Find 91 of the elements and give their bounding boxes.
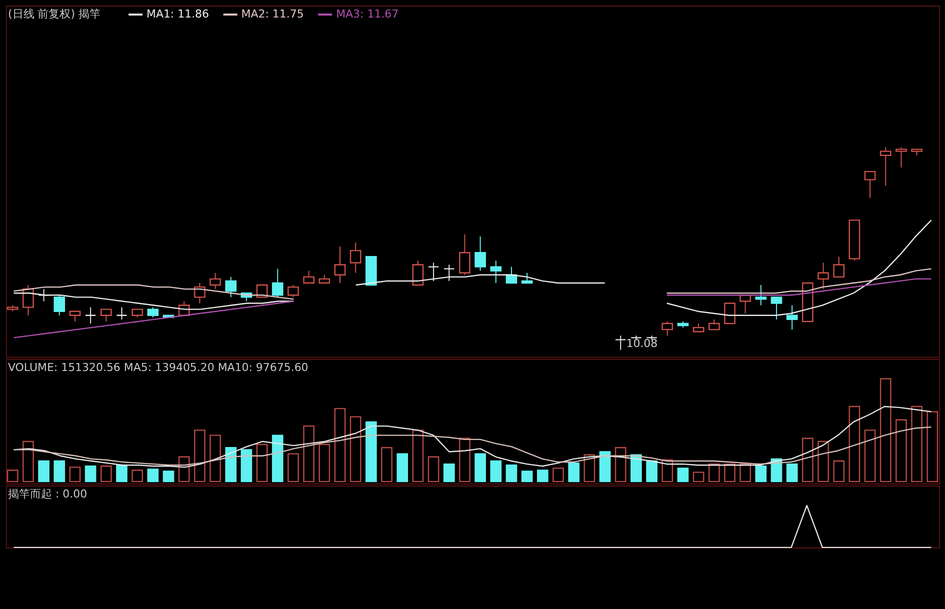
bar — [178, 456, 190, 482]
candlestick — [100, 308, 112, 322]
candlestick — [334, 246, 346, 284]
bar — [459, 438, 470, 482]
candlestick — [459, 234, 470, 276]
candlestick — [303, 270, 314, 284]
candlestick — [818, 262, 829, 290]
candlestick — [708, 318, 720, 330]
bar — [381, 447, 392, 482]
bar — [677, 468, 689, 482]
chart-title: 揭竿而起 : 0.00 — [8, 488, 88, 501]
bar — [740, 463, 751, 482]
candlestick — [210, 272, 221, 290]
candlestick — [350, 242, 362, 274]
candlestick — [755, 284, 767, 306]
candlestick — [614, 335, 626, 350]
candlestick — [288, 284, 299, 298]
bar — [54, 460, 66, 482]
chart-title: (日线 前复权) 揭竿 — [8, 8, 101, 21]
chart-title: VOLUME: 151320.56 MA5: 139405.20 MA10: 97675.60 — [8, 360, 308, 374]
bar — [896, 419, 907, 482]
candlestick — [724, 302, 736, 324]
bar — [662, 459, 674, 482]
candlestick — [786, 304, 798, 330]
candlestick — [833, 256, 845, 278]
bar — [396, 453, 408, 482]
candlestick — [740, 294, 751, 314]
bar — [428, 456, 440, 482]
bar — [6, 470, 18, 482]
candlestick — [880, 146, 892, 186]
bar — [318, 444, 330, 482]
bar — [802, 438, 814, 482]
bar — [38, 460, 50, 482]
bar — [818, 440, 829, 482]
bar — [412, 430, 424, 482]
bar — [474, 453, 486, 482]
bar — [848, 406, 860, 482]
bar — [225, 447, 237, 482]
bar — [147, 468, 159, 482]
candlestick — [474, 236, 486, 272]
candlestick — [116, 306, 128, 320]
bar — [84, 466, 96, 482]
bar — [490, 460, 502, 482]
legend-label: MA1: 11.86 — [146, 8, 210, 21]
bar — [132, 470, 143, 482]
bar — [521, 470, 533, 482]
candlestick — [225, 276, 237, 298]
candlestick — [770, 296, 782, 320]
bar — [116, 464, 128, 482]
bar — [334, 408, 346, 482]
legend-label: MA3: 11.67 — [336, 8, 399, 21]
bar — [864, 430, 876, 482]
bar — [536, 470, 548, 482]
bar — [303, 425, 314, 482]
bar — [552, 468, 564, 482]
bar — [614, 447, 626, 482]
bar — [22, 440, 34, 482]
candlestick — [662, 320, 674, 336]
bar — [646, 460, 658, 482]
candlestick — [896, 146, 907, 168]
legend-label: MA2: 11.75 — [241, 8, 304, 21]
candlestick — [69, 310, 81, 322]
candlestick — [272, 268, 284, 298]
bar — [256, 444, 268, 482]
bar — [786, 463, 798, 482]
bar — [692, 472, 704, 482]
bar — [724, 463, 736, 482]
candlestick — [864, 170, 876, 198]
bar — [100, 466, 112, 482]
bar — [599, 451, 611, 482]
bar — [162, 470, 174, 482]
bar — [69, 466, 81, 482]
bar — [350, 416, 362, 482]
bar — [880, 378, 892, 482]
bar — [240, 449, 252, 482]
bar — [506, 464, 518, 482]
bar — [288, 453, 299, 482]
bar — [911, 406, 922, 482]
bar — [443, 463, 455, 482]
bar — [210, 434, 221, 482]
bar — [755, 466, 767, 482]
bar — [272, 434, 284, 482]
bar — [366, 421, 377, 482]
candlestick — [84, 306, 96, 324]
bar — [194, 430, 206, 482]
bar — [568, 462, 580, 482]
bar — [926, 411, 938, 482]
annotation: 10.08 — [626, 336, 658, 350]
bar — [630, 454, 642, 482]
bar — [833, 460, 845, 482]
bar — [708, 463, 720, 482]
